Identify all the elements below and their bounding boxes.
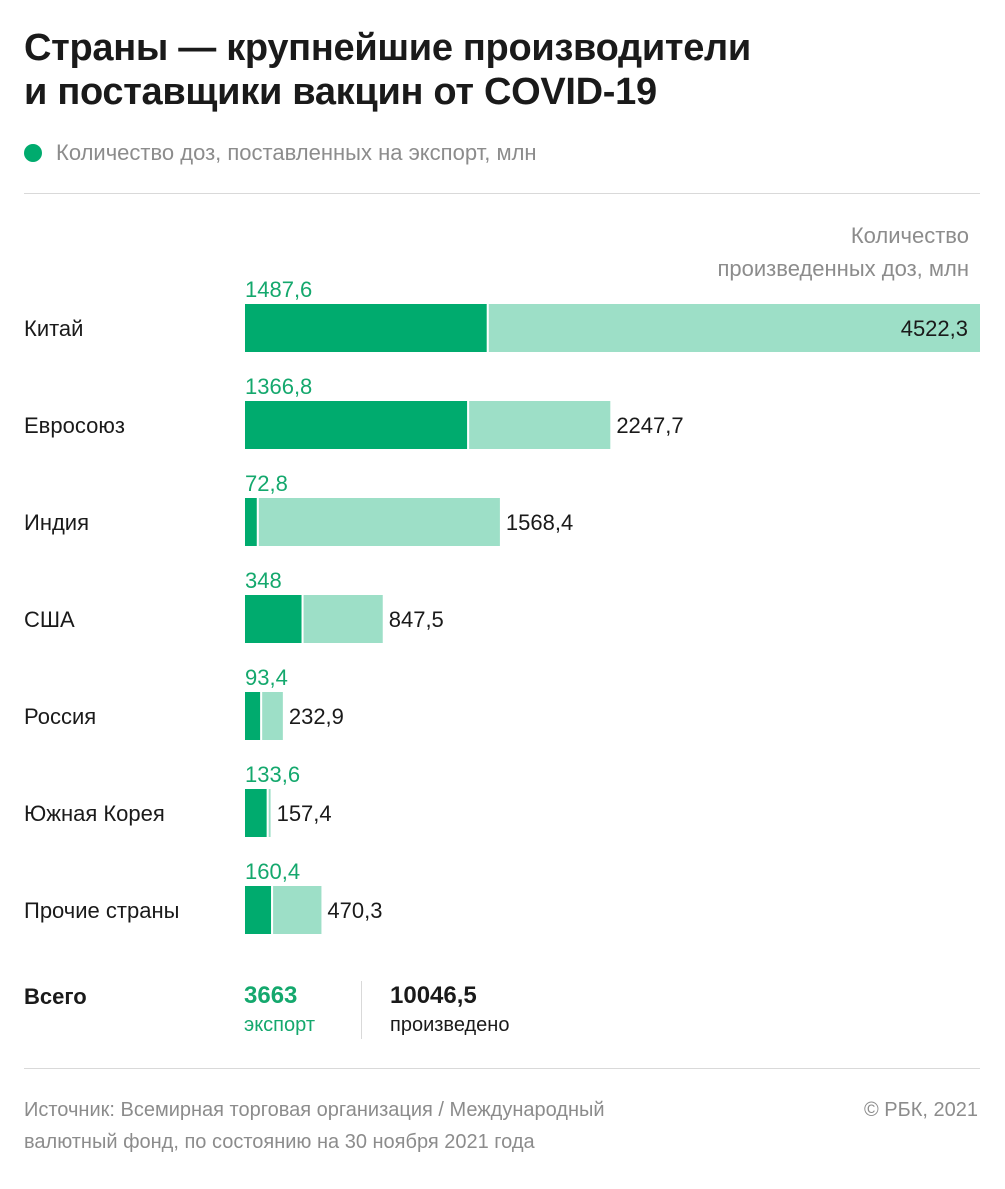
export-bar	[245, 401, 468, 449]
chart-title: Страны — крупнейшие производители и пост…	[24, 26, 974, 114]
source-line-1: Источник: Всемирная торговая организация…	[24, 1099, 605, 1121]
export-value-label: 133,6	[245, 762, 300, 787]
production-value-label: 4522,3	[901, 316, 968, 341]
bar-chart: Китай 1487,6 4522,3 Евросоюз 1366,8 2247,7 Инд…	[24, 277, 980, 934]
production-note: Количество произведенных доз, млн	[718, 219, 970, 285]
category-label: Индия	[24, 510, 89, 535]
legend: Количество доз, поставленных на экспорт,…	[24, 139, 537, 167]
bar-separator	[271, 886, 274, 934]
production-value-label: 2247,7	[616, 413, 683, 438]
export-bar	[245, 304, 487, 352]
bar-separator	[486, 304, 489, 352]
export-value-label: 93,4	[245, 665, 288, 690]
totals-production-caption: произведено	[390, 1014, 510, 1036]
export-bar	[245, 789, 267, 837]
source-note: Источник: Всемирная торговая организация…	[24, 1094, 764, 1158]
top-divider	[24, 193, 980, 194]
production-bar	[245, 498, 500, 546]
totals-production-value: 10046,5	[390, 982, 477, 1009]
bar-separator	[266, 789, 269, 837]
category-label: США	[24, 607, 75, 632]
bar-separator	[260, 692, 263, 740]
production-value-label: 232,9	[289, 704, 344, 729]
production-note-line-1: Количество	[850, 223, 969, 248]
export-bar	[245, 886, 272, 934]
export-bar	[245, 692, 261, 740]
legend-export-dot-icon	[24, 144, 42, 162]
export-bar	[245, 498, 257, 546]
category-label: Евросоюз	[24, 413, 125, 438]
chart-title-line-1: Страны — крупнейшие производители	[24, 27, 751, 69]
export-value-label: 1366,8	[245, 374, 312, 399]
totals-export: 3663 экспорт	[244, 982, 315, 1037]
totals-label: Всего	[24, 984, 87, 1009]
legend-export-label: Количество доз, поставленных на экспорт,…	[56, 140, 537, 165]
export-value-label: 348	[245, 568, 282, 593]
production-note-line-2: произведенных доз, млн	[717, 256, 970, 281]
export-value-label: 72,8	[245, 471, 288, 496]
bar-separator	[256, 498, 259, 546]
production-value-label: 470,3	[327, 898, 382, 923]
totals-export-value: 3663	[244, 982, 298, 1009]
export-value-label: 160,4	[245, 859, 300, 884]
production-value-label: 157,4	[277, 801, 332, 826]
totals-production: 10046,5 произведено	[390, 982, 509, 1037]
export-bar	[245, 595, 302, 643]
totals-separator	[361, 981, 362, 1039]
copyright: © РБК, 2021	[863, 1099, 978, 1121]
category-label: Россия	[24, 704, 96, 729]
category-label: Китай	[24, 316, 83, 341]
bar-separator	[301, 595, 304, 643]
production-value-label: 1568,4	[506, 510, 573, 535]
source-line-2: валютный фонд, по состоянию на 30 ноября…	[24, 1131, 535, 1153]
totals-export-caption: экспорт	[244, 1014, 315, 1036]
export-value-label: 1487,6	[245, 277, 312, 302]
category-label: Южная Корея	[24, 801, 165, 826]
bar-separator	[467, 401, 470, 449]
bottom-divider	[24, 1068, 980, 1069]
production-value-label: 847,5	[389, 607, 444, 632]
category-label: Прочие страны	[24, 898, 179, 923]
chart-title-line-2: и поставщики вакцин от COVID-19	[24, 71, 657, 113]
